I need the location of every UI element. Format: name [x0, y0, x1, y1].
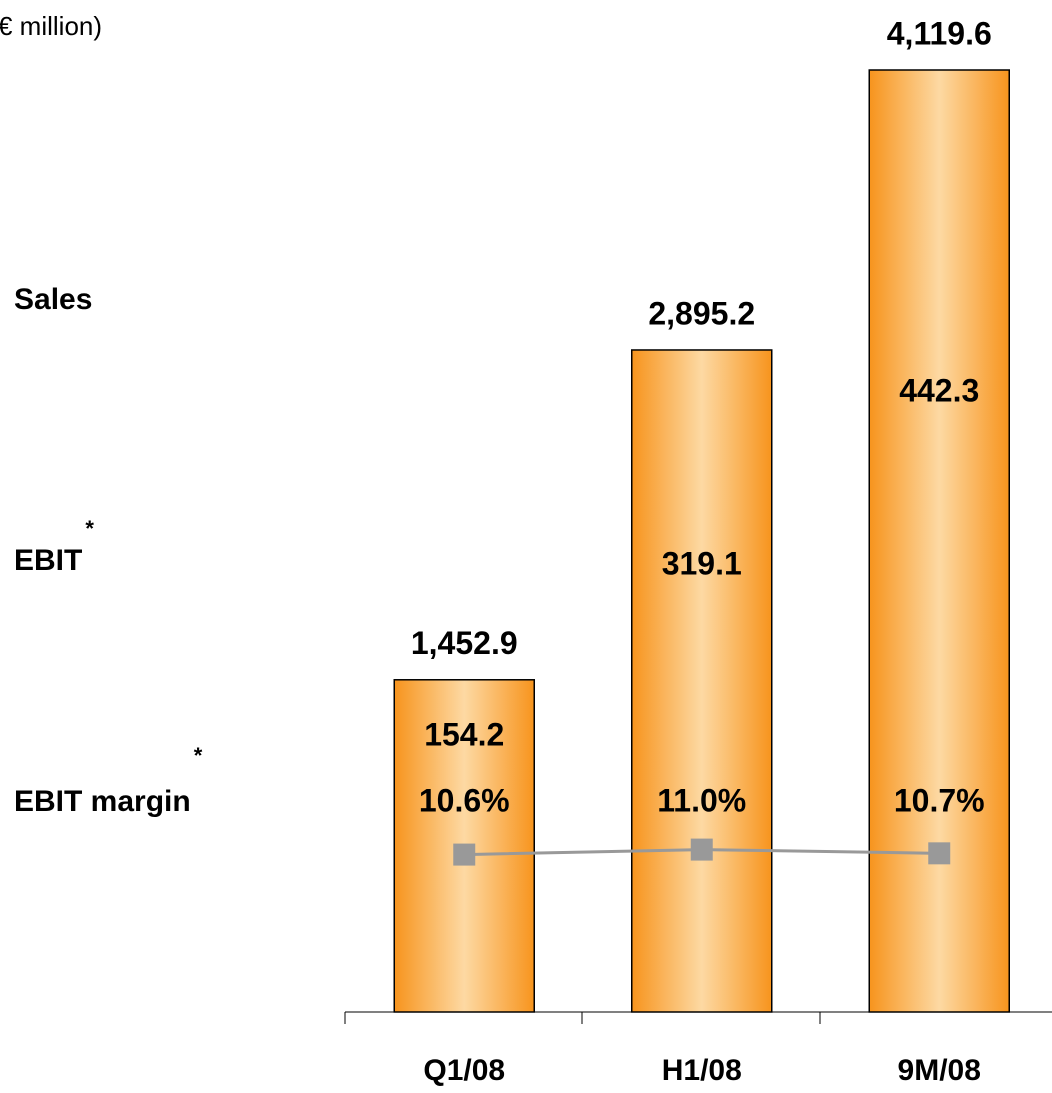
margin-marker [928, 842, 951, 865]
bar [631, 349, 773, 1013]
x-tick-label: Q1/08 [423, 1054, 505, 1087]
margin-marker [690, 838, 713, 861]
bar-value-label: 4,119.6 [887, 15, 992, 51]
row-label: Sales [14, 283, 92, 316]
margin-label: 10.7% [894, 782, 985, 818]
bar-value-label: 2,895.2 [648, 295, 755, 331]
x-tick-label: H1/08 [662, 1054, 742, 1087]
ebit-label: 319.1 [662, 545, 742, 581]
ebit-label: 442.3 [899, 372, 979, 408]
margin-label: 11.0% [657, 782, 746, 818]
bar-value-label: 1,452.9 [411, 625, 518, 661]
footnote-mark: * [85, 516, 94, 541]
row-label: EBIT [14, 544, 82, 577]
ebit-label: 154.2 [424, 716, 504, 752]
bar [868, 69, 1010, 1013]
margin-label: 10.6% [419, 782, 510, 818]
chart-title: € million) [0, 11, 102, 41]
row-label: EBIT margin [14, 785, 191, 818]
margin-marker [453, 843, 476, 866]
footnote-mark: * [194, 743, 203, 768]
x-tick-label: 9M/08 [898, 1054, 981, 1087]
